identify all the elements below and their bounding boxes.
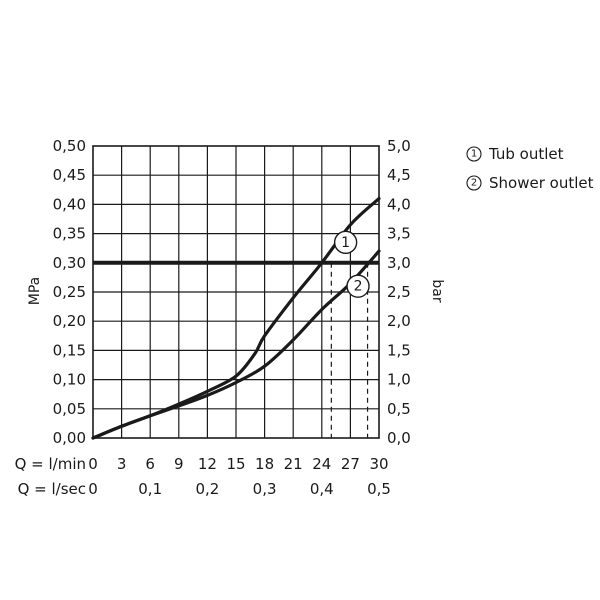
y-left-tick-label: 0,25 <box>53 283 86 301</box>
legend-label-shower-outlet: Shower outlet <box>489 174 594 192</box>
x-primary-tick-label: 27 <box>341 455 360 473</box>
legend-symbol-2-text: 2 <box>471 178 477 189</box>
y-right-tick-label: 5,0 <box>387 137 411 155</box>
legend-symbol-2 <box>466 175 482 191</box>
series-marker-label-shower-outlet: 2 <box>354 279 363 295</box>
y-left-tick-label: 0,40 <box>53 195 86 213</box>
y-left-tick-label: 0,10 <box>53 371 86 389</box>
legend: 1 Tub outlet 2 Shower outlet <box>466 145 594 192</box>
plot-frame <box>92 145 380 439</box>
x-secondary-tick-label: 0 <box>88 480 98 498</box>
y-right-tick-label: 2,5 <box>387 283 411 301</box>
y-right-tick-label: 0,0 <box>387 429 411 447</box>
x-primary-axis-label: Q = l/min <box>15 455 86 473</box>
y-left-tick-label: 0,35 <box>53 225 86 243</box>
y-left-tick-label: 0,05 <box>53 400 86 418</box>
y-right-tick-label: 1,0 <box>387 371 411 389</box>
y-right-tick-label: 3,5 <box>387 225 411 243</box>
y-right-tick-label: 3,0 <box>387 254 411 272</box>
x-primary-tick-label: 0 <box>88 455 98 473</box>
y-left-tick-label: 0,00 <box>53 429 86 447</box>
y-left-tick-label: 0,20 <box>53 312 86 330</box>
legend-item-shower-outlet: 2 Shower outlet <box>466 174 594 192</box>
legend-symbol-1-text: 1 <box>471 149 477 160</box>
x-secondary-axis-label: Q = l/sec <box>18 480 86 498</box>
y-right-axis-label: bar <box>429 279 445 302</box>
x-primary-tick-label: 15 <box>226 455 245 473</box>
series-curves <box>91 197 381 440</box>
y-left-axis-label: MPa <box>27 277 43 305</box>
y-right-tick-label: 1,5 <box>387 341 411 359</box>
y-left-tick-label: 0,45 <box>53 166 86 184</box>
y-left-tick-label: 0,15 <box>53 341 86 359</box>
x-primary-tick-label: 30 <box>369 455 388 473</box>
legend-item-tub-outlet: 1 Tub outlet <box>466 145 564 163</box>
y-right-tick-label: 2,0 <box>387 312 411 330</box>
x-primary-tick-label: 12 <box>198 455 217 473</box>
series-line-shower-outlet <box>91 249 381 440</box>
legend-label-tub-outlet: Tub outlet <box>488 145 564 163</box>
x-primary-tick-label: 18 <box>255 455 274 473</box>
series-marker-shower-outlet <box>346 274 370 298</box>
tick-labels: 0,000,050,100,150,200,250,300,350,400,45… <box>53 137 411 498</box>
x-primary-tick-label: 6 <box>145 455 155 473</box>
series-markers: 12 <box>333 230 370 298</box>
series-marker-tub-outlet <box>333 230 358 255</box>
y-right-tick-label: 4,0 <box>387 195 411 213</box>
y-left-tick-label: 0,30 <box>53 254 86 272</box>
x-secondary-tick-label: 0,2 <box>195 480 219 498</box>
y-left-tick-label: 0,50 <box>53 137 86 155</box>
x-primary-tick-label: 3 <box>117 455 127 473</box>
y-right-tick-label: 0,5 <box>387 400 411 418</box>
series-marker-label-tub-outlet: 1 <box>341 235 350 251</box>
legend-symbol-1 <box>466 146 482 162</box>
x-primary-tick-label: 9 <box>174 455 184 473</box>
x-primary-tick-label: 24 <box>312 455 331 473</box>
x-primary-tick-label: 21 <box>284 455 303 473</box>
grid <box>93 146 379 438</box>
x-secondary-tick-label: 0,5 <box>367 480 391 498</box>
x-secondary-tick-label: 0,3 <box>253 480 277 498</box>
y-right-tick-label: 4,5 <box>387 166 411 184</box>
x-secondary-tick-label: 0,4 <box>310 480 334 498</box>
x-secondary-tick-label: 0,1 <box>138 480 162 498</box>
